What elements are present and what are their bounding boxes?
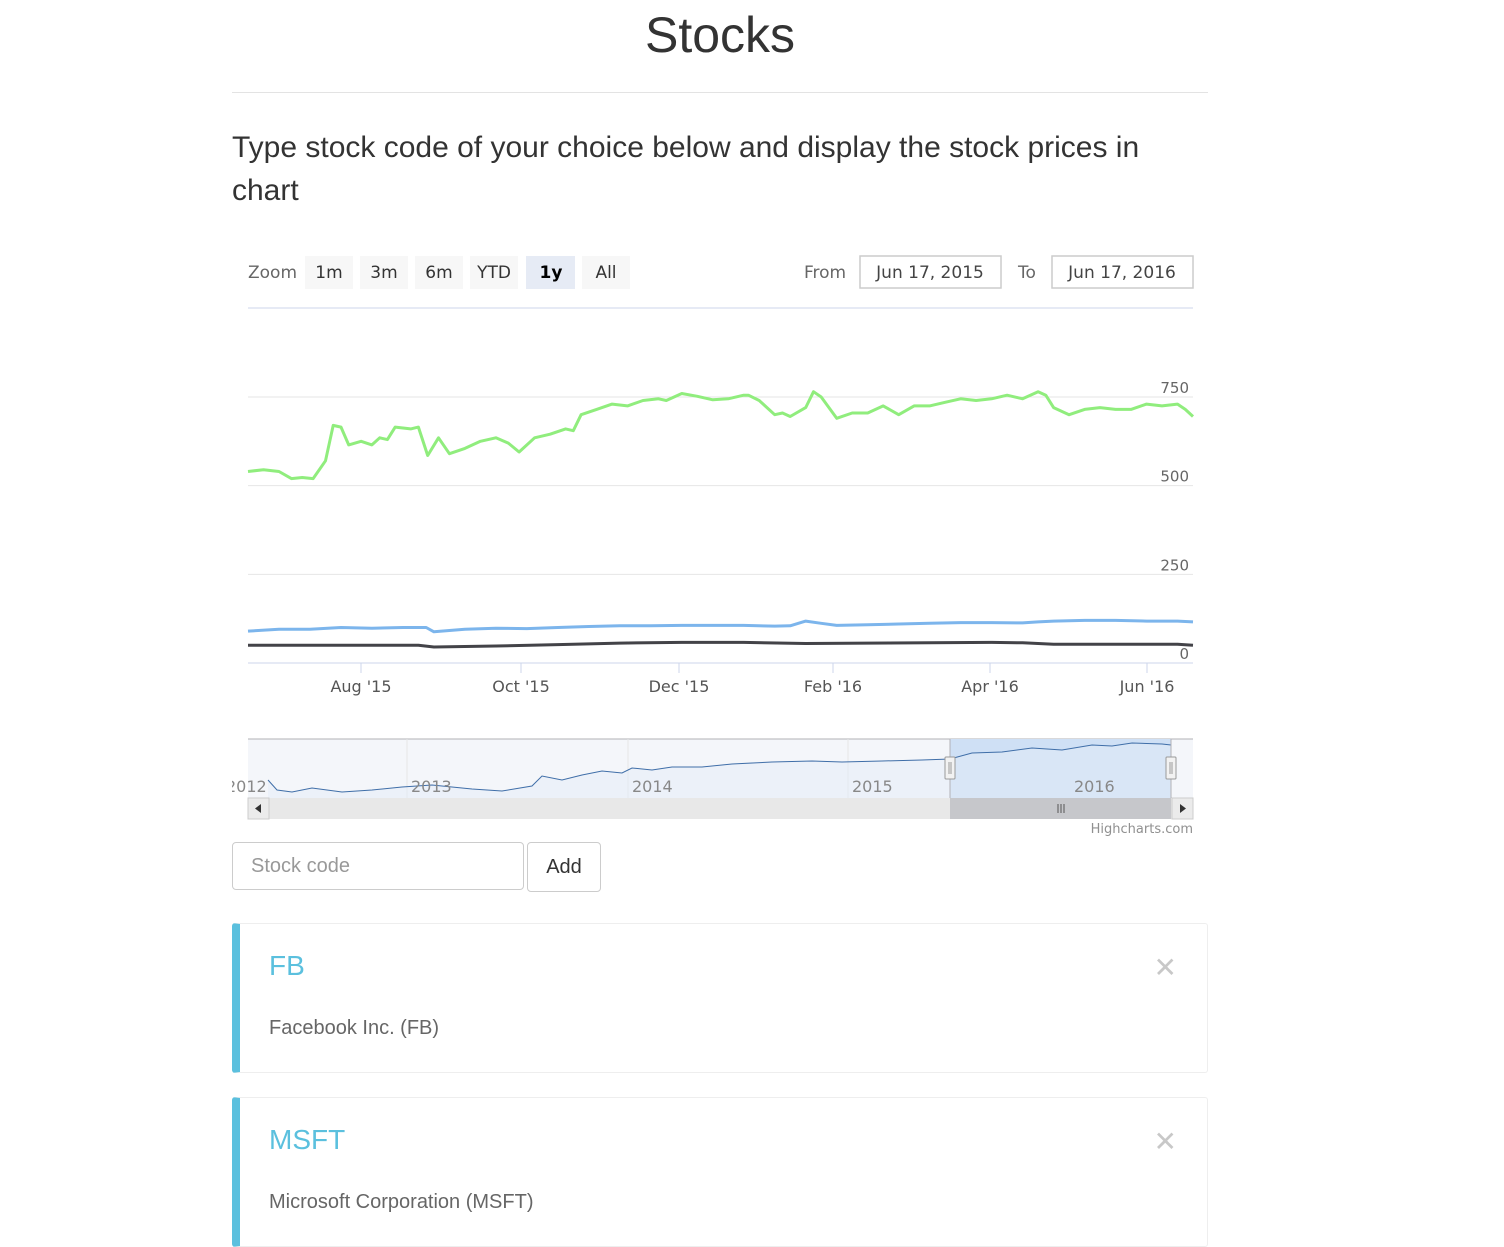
navigator-year-label: 2012 xyxy=(232,777,267,796)
zoom-button-3m[interactable]: 3m xyxy=(360,256,408,289)
navigator-year-labels: 2012 2013 2014 2015 2016 xyxy=(232,777,1115,796)
y-tick-label: 0 xyxy=(1179,645,1189,663)
stock-card-msft: MSFT Microsoft Corporation (MSFT) ✕ xyxy=(232,1097,1208,1247)
stock-code: FB xyxy=(269,950,305,981)
zoom-button-label[interactable]: 1m xyxy=(315,263,342,283)
to-date-input[interactable]: Jun 17, 2016 xyxy=(1051,255,1194,289)
navigator-series xyxy=(267,742,1172,793)
navigator-year-label: 2016 xyxy=(1074,777,1115,796)
zoom-button-label[interactable]: 1y xyxy=(540,263,563,283)
stock-chart-container: Zoom 1m 3m 6m YTD xyxy=(232,240,1208,840)
scroll-right-arrow-icon xyxy=(1180,804,1186,813)
close-icon[interactable]: ✕ xyxy=(1153,952,1177,983)
navigator[interactable]: 2012 2013 2014 2015 2016 xyxy=(232,738,1193,798)
zoom-button-label[interactable]: 3m xyxy=(370,263,397,283)
navigator-left-handle[interactable] xyxy=(944,756,956,780)
from-date-box[interactable] xyxy=(859,255,1002,289)
zoom-button-bg[interactable] xyxy=(360,256,408,289)
from-date-value[interactable]: Jun 17, 2015 xyxy=(875,263,984,283)
x-tick-label: Apr '16 xyxy=(961,677,1019,696)
stock-code-input[interactable] xyxy=(232,842,524,890)
zoom-button-1y[interactable]: 1y xyxy=(526,256,575,289)
zoom-button-label[interactable]: All xyxy=(595,263,616,283)
y-tick-label: 750 xyxy=(1160,379,1189,397)
close-icon[interactable]: ✕ xyxy=(1153,1126,1177,1157)
to-date-value[interactable]: Jun 17, 2016 xyxy=(1067,263,1176,283)
series-line-2 xyxy=(247,618,1194,634)
to-label: To xyxy=(1017,263,1036,283)
zoom-button-all[interactable]: All xyxy=(582,256,630,289)
scrollbar[interactable] xyxy=(247,797,1194,820)
to-date-box[interactable] xyxy=(1051,255,1194,289)
plot-series xyxy=(247,390,1195,649)
scroll-left-arrow-icon xyxy=(255,804,261,813)
x-tick-label: Feb '16 xyxy=(804,677,862,696)
x-axis-labels: Aug '15 Oct '15 Dec '15 Feb '16 Apr '16 Jun '… xyxy=(330,663,1174,696)
page-lead: Type stock code of your choice below and… xyxy=(232,131,1140,207)
x-tick-label: Oct '15 xyxy=(492,677,550,696)
add-button[interactable]: Add xyxy=(527,842,601,892)
stock-chart: Zoom 1m 3m 6m YTD xyxy=(232,255,1195,837)
stock-name: Microsoft Corporation (MSFT) xyxy=(269,1191,534,1213)
navigator-year-label: 2015 xyxy=(852,777,893,796)
navigator-right-handle[interactable] xyxy=(1165,756,1177,780)
range-selector: Zoom 1m 3m 6m YTD xyxy=(248,255,1194,309)
zoom-button-bg-selected[interactable] xyxy=(526,256,575,289)
zoom-button-1m[interactable]: 1m xyxy=(305,256,353,289)
zoom-button-6m[interactable]: 6m xyxy=(415,256,463,289)
page-title: Stocks xyxy=(644,7,796,63)
zoom-button-bg[interactable] xyxy=(470,256,518,289)
zoom-label: Zoom xyxy=(248,263,297,283)
x-tick-label: Dec '15 xyxy=(649,677,710,696)
zoom-button-label[interactable]: YTD xyxy=(476,263,511,283)
zoom-button-label[interactable]: 6m xyxy=(425,263,452,283)
scrollbar-left-button[interactable] xyxy=(247,797,270,820)
series-line-3 xyxy=(248,640,1194,649)
y-axis-labels: 0 250 500 750 xyxy=(1160,379,1189,663)
navigator-year-label: 2013 xyxy=(411,777,452,796)
from-date-input[interactable]: Jun 17, 2015 xyxy=(859,255,1002,289)
stock-name: Facebook Inc. (FB) xyxy=(269,1017,440,1039)
from-label: From xyxy=(804,263,846,283)
title-divider xyxy=(232,92,1208,93)
zoom-button-bg[interactable] xyxy=(415,256,463,289)
navigator-area xyxy=(268,743,1171,798)
y-tick-label: 250 xyxy=(1160,556,1189,574)
x-tick-label: Jun '16 xyxy=(1119,677,1175,696)
plot-gridlines xyxy=(248,396,1193,575)
zoom-button-bg[interactable] xyxy=(582,256,630,289)
navigator-year-label: 2014 xyxy=(632,777,673,796)
scrollbar-right-button[interactable] xyxy=(1171,797,1194,820)
handle-box[interactable] xyxy=(1165,756,1177,780)
zoom-button-ytd[interactable]: YTD xyxy=(470,256,518,289)
stock-code: MSFT xyxy=(269,1124,346,1155)
highcharts-credits[interactable]: Highcharts.com xyxy=(1091,822,1193,837)
stock-card-fb: FB Facebook Inc. (FB) ✕ xyxy=(232,923,1208,1073)
zoom-button-bg[interactable] xyxy=(305,256,353,289)
series-line-1 xyxy=(247,390,1195,481)
y-tick-label: 500 xyxy=(1160,468,1189,486)
handle-box[interactable] xyxy=(944,756,956,780)
x-tick-label: Aug '15 xyxy=(330,677,391,696)
